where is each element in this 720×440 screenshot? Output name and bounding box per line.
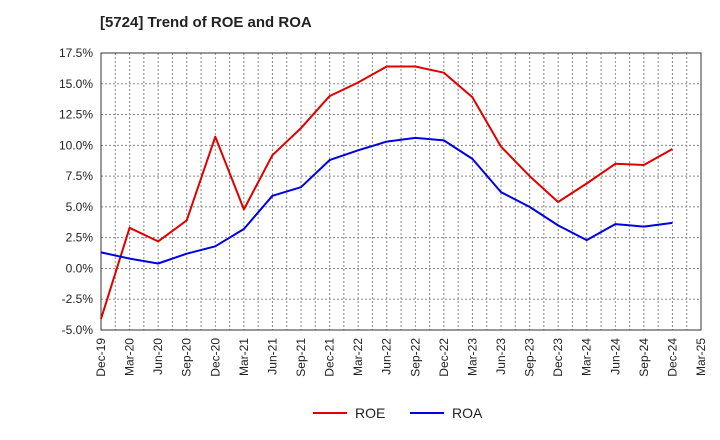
x-tick-label: Dec-23 <box>551 338 565 377</box>
legend: ROE ROA <box>313 405 483 421</box>
x-tick-label: Sep-20 <box>180 338 194 377</box>
x-tick-label: Mar-20 <box>123 338 137 376</box>
x-tick-label: Sep-22 <box>408 338 422 377</box>
x-tick-label: Mar-21 <box>237 338 251 376</box>
plot-area <box>101 53 701 330</box>
x-tick-label: Mar-24 <box>580 338 594 376</box>
legend-label-roe: ROE <box>355 405 385 421</box>
x-tick-label: Mar-22 <box>351 338 365 376</box>
y-tick-label: 15.0% <box>59 77 93 91</box>
plot-frame <box>100 52 702 331</box>
y-tick-label: 10.0% <box>59 138 93 152</box>
x-tick-label: Jun-24 <box>608 338 622 375</box>
series-roe <box>100 65 673 320</box>
x-tick-label: Jun-20 <box>151 338 165 375</box>
chart-title: [5724] Trend of ROE and ROA <box>100 14 312 31</box>
x-tick-label: Mar-23 <box>465 338 479 376</box>
x-tick-label: Jun-21 <box>265 338 279 375</box>
y-tick-label: 2.5% <box>66 231 94 245</box>
y-tick-label: 7.5% <box>66 169 94 183</box>
x-tick-label: Jun-22 <box>380 338 394 375</box>
legend-label-roa: ROA <box>452 405 483 421</box>
x-tick-label: Dec-19 <box>94 338 108 377</box>
x-tick-label: Dec-21 <box>323 338 337 377</box>
x-tick-label: Dec-24 <box>665 338 679 377</box>
x-tick-label: Sep-24 <box>637 338 651 377</box>
y-tick-label: 12.5% <box>59 108 93 122</box>
y-tick-label: 17.5% <box>59 46 93 60</box>
x-tick-label: Dec-20 <box>208 338 222 377</box>
y-tick-label: -2.5% <box>62 292 94 306</box>
x-tick-label: Jun-23 <box>494 338 508 375</box>
y-tick-label: 0.0% <box>66 261 94 275</box>
y-tick-label: -5.0% <box>62 323 94 337</box>
series-roa <box>100 136 673 265</box>
x-tick-label: Sep-23 <box>523 338 537 377</box>
x-tick-label: Sep-21 <box>294 338 308 377</box>
x-tick-label: Dec-22 <box>437 338 451 377</box>
x-tick-label: Mar-25 <box>694 338 708 376</box>
y-tick-label: 5.0% <box>66 200 94 214</box>
